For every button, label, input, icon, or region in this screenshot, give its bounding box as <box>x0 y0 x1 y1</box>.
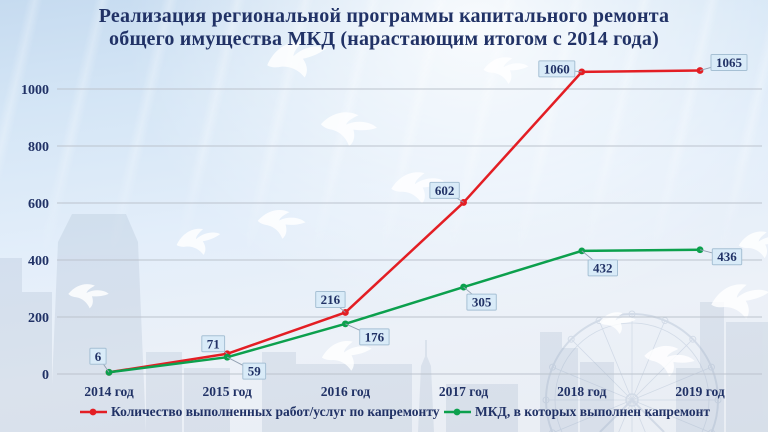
x-tick-label: 2019 год <box>675 384 725 399</box>
y-tick-label: 400 <box>28 254 49 269</box>
data-label: 59 <box>248 364 262 379</box>
y-tick-label: 0 <box>42 368 49 383</box>
data-label: 305 <box>472 295 492 310</box>
data-label: 176 <box>365 329 385 344</box>
data-label-box <box>711 248 743 266</box>
data-label-box <box>201 335 226 353</box>
data-labels: 6 71 216 602 1060 1065 59 176 305 432 436 <box>89 53 748 380</box>
data-label-box <box>429 181 460 199</box>
y-tick-label: 1000 <box>21 83 49 98</box>
gridlines <box>57 88 762 375</box>
y-tick-label: 200 <box>28 311 49 326</box>
data-label-box <box>359 328 390 346</box>
series-0 <box>105 67 704 376</box>
data-label: 432 <box>593 260 613 275</box>
chart-title: Реализация региональной программы капита… <box>0 5 768 51</box>
data-label-box <box>89 347 107 365</box>
x-tick-label: 2016 год <box>321 384 371 399</box>
data-label-box <box>466 293 497 311</box>
series-line <box>108 69 701 374</box>
x-tick-label: 2018 год <box>557 384 607 399</box>
x-tick-label: 2015 год <box>203 384 253 399</box>
y-axis-labels: 0 200 400 600 800 1000 <box>21 83 49 383</box>
ferris-wheel-icon <box>542 310 722 432</box>
y-tick-label: 600 <box>28 197 49 212</box>
landmark-tower <box>50 214 146 432</box>
data-label: 1060 <box>544 61 570 76</box>
data-label-box <box>710 53 748 71</box>
data-label-box <box>538 60 576 78</box>
x-tick-label: 2014 год <box>84 384 134 399</box>
series-line <box>108 248 701 374</box>
data-label: 602 <box>435 183 455 198</box>
data-label-box <box>242 362 267 380</box>
data-label: 1065 <box>716 55 743 70</box>
x-axis-labels: 2014 год 2015 год 2016 год 2017 год 2018 год… <box>84 384 725 399</box>
x-tick-label: 2017 год <box>439 384 489 399</box>
data-label: 216 <box>321 292 341 307</box>
chart-title-line2: общего имущества МКД (нарастающим итогом… <box>109 28 659 50</box>
chart-title-line1: Реализация региональной программы капита… <box>98 5 670 27</box>
data-label-box <box>587 259 618 277</box>
data-label: 6 <box>95 349 102 364</box>
data-label: 436 <box>717 249 737 264</box>
data-label: 71 <box>207 336 220 351</box>
data-label-box <box>315 290 346 308</box>
y-tick-label: 800 <box>28 140 49 155</box>
